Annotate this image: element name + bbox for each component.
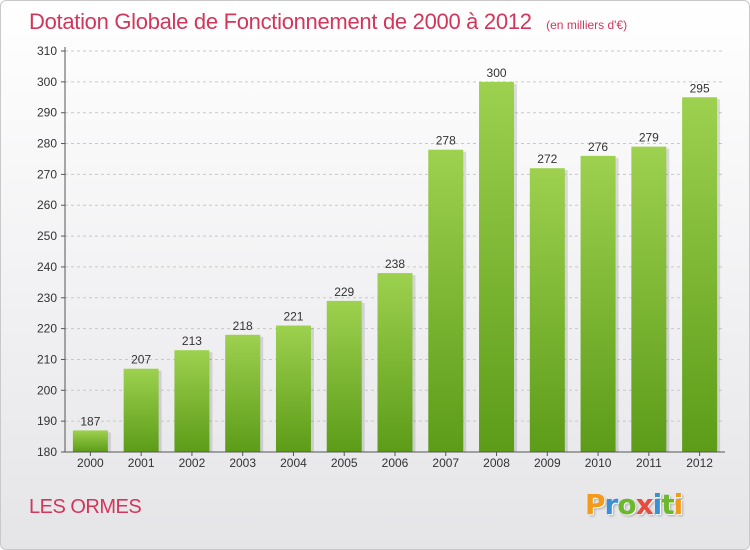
chart-title: Dotation Globale de Fonctionnement de 20… [29, 9, 532, 34]
bar [580, 155, 616, 452]
bars [72, 81, 721, 453]
bar-value-label: 187 [80, 414, 100, 428]
y-tick-label: 260 [37, 198, 57, 212]
bar-value-label: 221 [283, 310, 303, 324]
bar-value-label: 229 [334, 285, 354, 299]
x-tick-label: 2005 [331, 456, 358, 470]
bar-value-label: 300 [487, 66, 507, 80]
x-tick-label: 2004 [280, 456, 307, 470]
y-tick-label: 200 [37, 383, 57, 397]
title-row: Dotation Globale de Fonctionnement de 20… [29, 9, 627, 35]
brand-letter: i [652, 488, 663, 521]
brand-letter: x [635, 488, 654, 521]
bar [377, 273, 413, 452]
bar [174, 350, 210, 452]
bar-value-label: 207 [131, 353, 151, 367]
y-tick-label: 300 [37, 75, 57, 89]
bar [682, 97, 718, 453]
x-tick-label: 2011 [636, 456, 662, 470]
bar [529, 168, 565, 452]
y-tick-label: 240 [37, 260, 57, 274]
y-tick-label: 280 [37, 137, 57, 151]
y-tick-label: 290 [37, 106, 57, 120]
chart-unit-note: (en milliers d'€) [546, 18, 628, 32]
y-tick-label: 230 [37, 291, 57, 305]
bar-value-label: 278 [436, 134, 456, 148]
x-tick-label: 2008 [483, 456, 510, 470]
x-tick-label: 2010 [585, 456, 612, 470]
x-tick-label: 2001 [128, 456, 155, 470]
axes [61, 47, 725, 456]
bar [428, 149, 464, 452]
brand-letter: i [673, 488, 684, 521]
brand-letter: P [585, 488, 606, 521]
y-tick-label: 190 [37, 414, 57, 428]
brand-logo: Proxiti [585, 488, 684, 521]
y-tick-label: 210 [37, 352, 57, 366]
x-tick-label: 2006 [382, 456, 409, 470]
bar-value-label: 218 [233, 319, 253, 333]
bar-value-label: 213 [182, 334, 202, 348]
x-tick-label: 2003 [229, 456, 256, 470]
y-tick-label: 270 [37, 167, 57, 181]
bar [123, 368, 159, 452]
bar [479, 81, 515, 452]
brand-letter: t [661, 488, 674, 521]
brand-letter: r [604, 488, 619, 521]
x-tick-label: 2002 [179, 456, 206, 470]
bar-value-label: 295 [690, 81, 710, 95]
labels: 180 190 200 210 220 230 240 250 260 270 280 290 300 3… [37, 44, 713, 470]
x-tick-label: 2000 [77, 456, 104, 470]
location-name: LES ORMES [29, 496, 142, 518]
x-tick-label: 2009 [534, 456, 561, 470]
y-tick-label: 310 [37, 44, 57, 58]
bar [275, 325, 311, 452]
bar [72, 430, 108, 452]
y-tick-label: 220 [37, 322, 57, 336]
x-tick-label: 2007 [432, 456, 459, 470]
bar-value-label: 279 [639, 131, 659, 145]
bar-value-label: 272 [537, 152, 557, 166]
bar [225, 334, 261, 452]
x-tick-label: 2012 [686, 456, 713, 470]
bar-value-label: 276 [588, 140, 608, 154]
bar-value-label: 238 [385, 257, 405, 271]
brand-letter: o [617, 488, 636, 521]
bar [326, 300, 362, 452]
y-tick-label: 250 [37, 229, 57, 243]
y-tick-label: 180 [37, 445, 57, 459]
bar [631, 146, 667, 452]
